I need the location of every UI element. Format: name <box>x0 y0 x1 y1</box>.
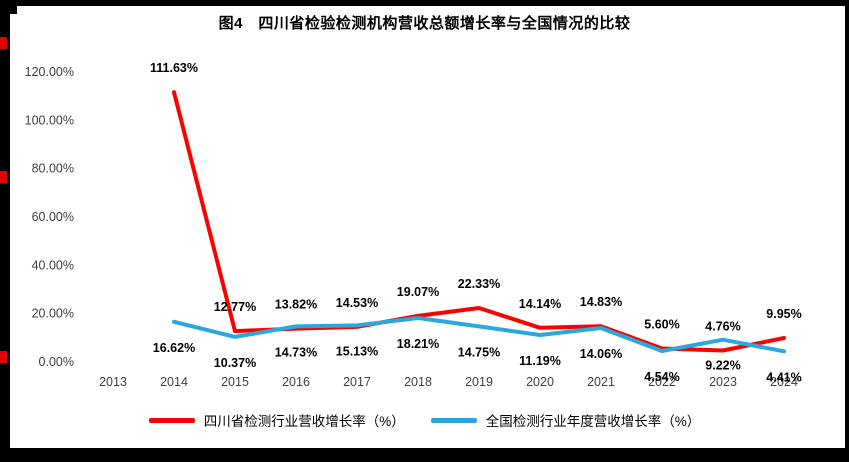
svg-text:60.00%: 60.00% <box>32 210 74 224</box>
legend-label-sichuan: 四川省检测行业营收增长率（%） <box>203 414 405 429</box>
svg-text:12.77%: 12.77% <box>214 300 256 314</box>
svg-text:2019: 2019 <box>465 375 493 389</box>
svg-text:0.00%: 0.00% <box>39 355 74 369</box>
svg-text:2020: 2020 <box>526 375 554 389</box>
svg-text:2023: 2023 <box>709 375 737 389</box>
svg-text:16.62%: 16.62% <box>153 341 195 355</box>
svg-text:19.07%: 19.07% <box>397 285 439 299</box>
svg-text:2016: 2016 <box>282 375 310 389</box>
svg-text:2015: 2015 <box>221 375 249 389</box>
svg-text:9.22%: 9.22% <box>705 359 740 373</box>
svg-text:4.76%: 4.76% <box>705 319 740 333</box>
svg-text:2024: 2024 <box>770 375 798 389</box>
svg-text:14.75%: 14.75% <box>458 345 500 359</box>
left-edge-marker <box>0 351 7 363</box>
svg-text:14.73%: 14.73% <box>275 345 317 359</box>
svg-text:14.53%: 14.53% <box>336 296 378 310</box>
svg-text:111.63%: 111.63% <box>150 61 198 75</box>
frame-border-top <box>0 0 849 6</box>
frame-corner-block <box>0 0 17 14</box>
svg-text:4.54%: 4.54% <box>644 370 679 384</box>
svg-text:2013: 2013 <box>99 375 127 389</box>
frame-border-left <box>0 0 10 462</box>
svg-text:9.95%: 9.95% <box>766 307 801 321</box>
svg-text:80.00%: 80.00% <box>32 162 74 176</box>
svg-text:14.14%: 14.14% <box>519 297 561 311</box>
svg-text:2021: 2021 <box>587 375 615 389</box>
svg-text:2014: 2014 <box>160 375 188 389</box>
legend-item-sichuan: 四川省检测行业营收增长率（%） <box>148 410 405 430</box>
svg-text:120.00%: 120.00% <box>25 65 74 79</box>
svg-text:40.00%: 40.00% <box>32 258 74 272</box>
svg-text:14.06%: 14.06% <box>580 347 622 361</box>
frame-border-right <box>845 0 849 462</box>
chart-title: 图4 四川省检验检测机构营收总额增长率与全国情况的比较 <box>218 15 631 32</box>
svg-text:10.37%: 10.37% <box>214 356 256 370</box>
chart-legend: 四川省检测行业营收增长率（%） 全国检测行业年度营收增长率（%） <box>0 406 849 434</box>
legend-line-blue-icon <box>430 417 477 423</box>
svg-text:22.33%: 22.33% <box>458 277 500 291</box>
frame-border-bottom <box>0 448 849 462</box>
svg-text:15.13%: 15.13% <box>336 344 378 358</box>
legend-label-national: 全国检测行业年度营收增长率（%） <box>485 414 701 429</box>
svg-text:2018: 2018 <box>404 375 432 389</box>
svg-text:100.00%: 100.00% <box>25 113 74 127</box>
svg-text:18.21%: 18.21% <box>397 337 439 351</box>
svg-text:4.41%: 4.41% <box>766 370 801 384</box>
left-edge-marker <box>0 171 7 183</box>
svg-text:5.60%: 5.60% <box>644 317 679 331</box>
svg-text:20.00%: 20.00% <box>32 307 74 321</box>
svg-text:13.82%: 13.82% <box>275 298 317 312</box>
svg-text:2022: 2022 <box>648 375 676 389</box>
svg-text:14.83%: 14.83% <box>580 295 622 309</box>
legend-line-red-icon <box>148 417 195 423</box>
svg-text:11.19%: 11.19% <box>519 354 561 368</box>
left-edge-marker <box>0 37 7 49</box>
svg-text:2017: 2017 <box>343 375 371 389</box>
legend-item-national: 全国检测行业年度营收增长率（%） <box>430 410 701 430</box>
